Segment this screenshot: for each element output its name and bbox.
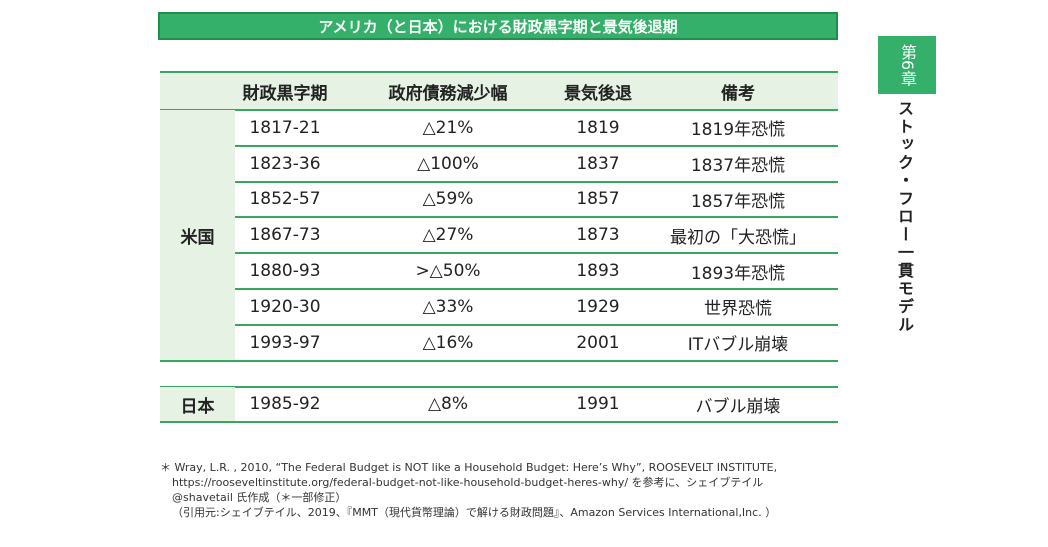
table-cell: 1873 (576, 225, 620, 246)
table-cell: 1817-21 (249, 117, 321, 138)
table-cell: ITバブル崩壊 (687, 335, 789, 356)
group-bg (160, 110, 235, 361)
footnote-line: @shavetail 氏作成（＊一部修正） (172, 491, 347, 504)
title-banner: アメリカ（と日本）における財政黒字期と景気後退期 (158, 12, 838, 40)
table-cell: 1893 (576, 261, 620, 282)
table-cell: 2001 (576, 332, 620, 353)
table-cell: >△50% (415, 261, 481, 282)
table-cell: △21% (422, 117, 474, 138)
table-cell: バブル崩壊 (695, 396, 781, 417)
group-bg (160, 386, 235, 423)
rule (235, 323, 838, 326)
table-cell: 1823-36 (249, 153, 321, 174)
table-cell: 1867-73 (249, 225, 321, 246)
chapter-tab: 第6章 (878, 36, 936, 94)
column-header: 政府債務減少幅 (388, 83, 508, 104)
table-cell: 1852-57 (249, 189, 321, 210)
footnote: ＊ Wray, L.R. , 2010, “The Federal Budget… (160, 460, 777, 520)
table-cell: 1837 (576, 153, 620, 174)
rule (160, 359, 838, 362)
rule (235, 144, 838, 147)
table-cell: 1929 (576, 296, 620, 317)
table-cell: 1837年恐慌 (690, 156, 786, 177)
rule (235, 216, 838, 219)
table-cell: △16% (422, 332, 474, 353)
rule (160, 109, 838, 111)
table-cell: 世界恐慌 (704, 299, 772, 320)
table-cell: △100% (417, 153, 479, 174)
footnote-line: （引用元:シェイブテイル、2019、『MMT（現代貨幣理論）で解ける財政問題』、… (172, 506, 777, 519)
rule (160, 71, 838, 73)
table-cell: △8% (427, 394, 469, 415)
table-cell: △59% (422, 189, 474, 210)
table-cell: 1857 (576, 189, 620, 210)
column-header: 財政黒字期 (242, 83, 328, 104)
group-label: 日本 (180, 396, 215, 417)
table-cell: 1819 (576, 117, 620, 138)
table-cell: 1880-93 (249, 261, 321, 282)
footnote-line: https://rooseveltinstitute.org/federal-b… (172, 476, 764, 489)
table-cell: 1893年恐慌 (690, 263, 786, 284)
rule (160, 421, 838, 424)
footnote-line: ＊ Wray, L.R. , 2010, “The Federal Budget… (160, 461, 778, 474)
table-cell: 1991 (576, 394, 620, 415)
table-cell: △33% (422, 296, 474, 317)
chapter-title: ストック・フロー一貫モデル (895, 100, 914, 334)
column-header: 景気後退 (564, 83, 632, 104)
header-bg (160, 72, 838, 110)
table-cell: 1993-97 (249, 332, 321, 353)
table-cell: 1985-92 (249, 394, 321, 415)
rule (235, 252, 838, 255)
rule (160, 385, 838, 388)
table-cell: 1819年恐慌 (690, 120, 786, 141)
table-cell: 最初の「大恐慌」 (670, 227, 806, 248)
table-cell: 1857年恐慌 (690, 191, 786, 212)
rule (235, 180, 838, 183)
table-cell: △27% (422, 225, 474, 246)
group-label: 米国 (180, 227, 215, 248)
column-header: 備考 (721, 83, 755, 104)
rule (235, 288, 838, 290)
table-cell: 1920-30 (249, 296, 321, 317)
